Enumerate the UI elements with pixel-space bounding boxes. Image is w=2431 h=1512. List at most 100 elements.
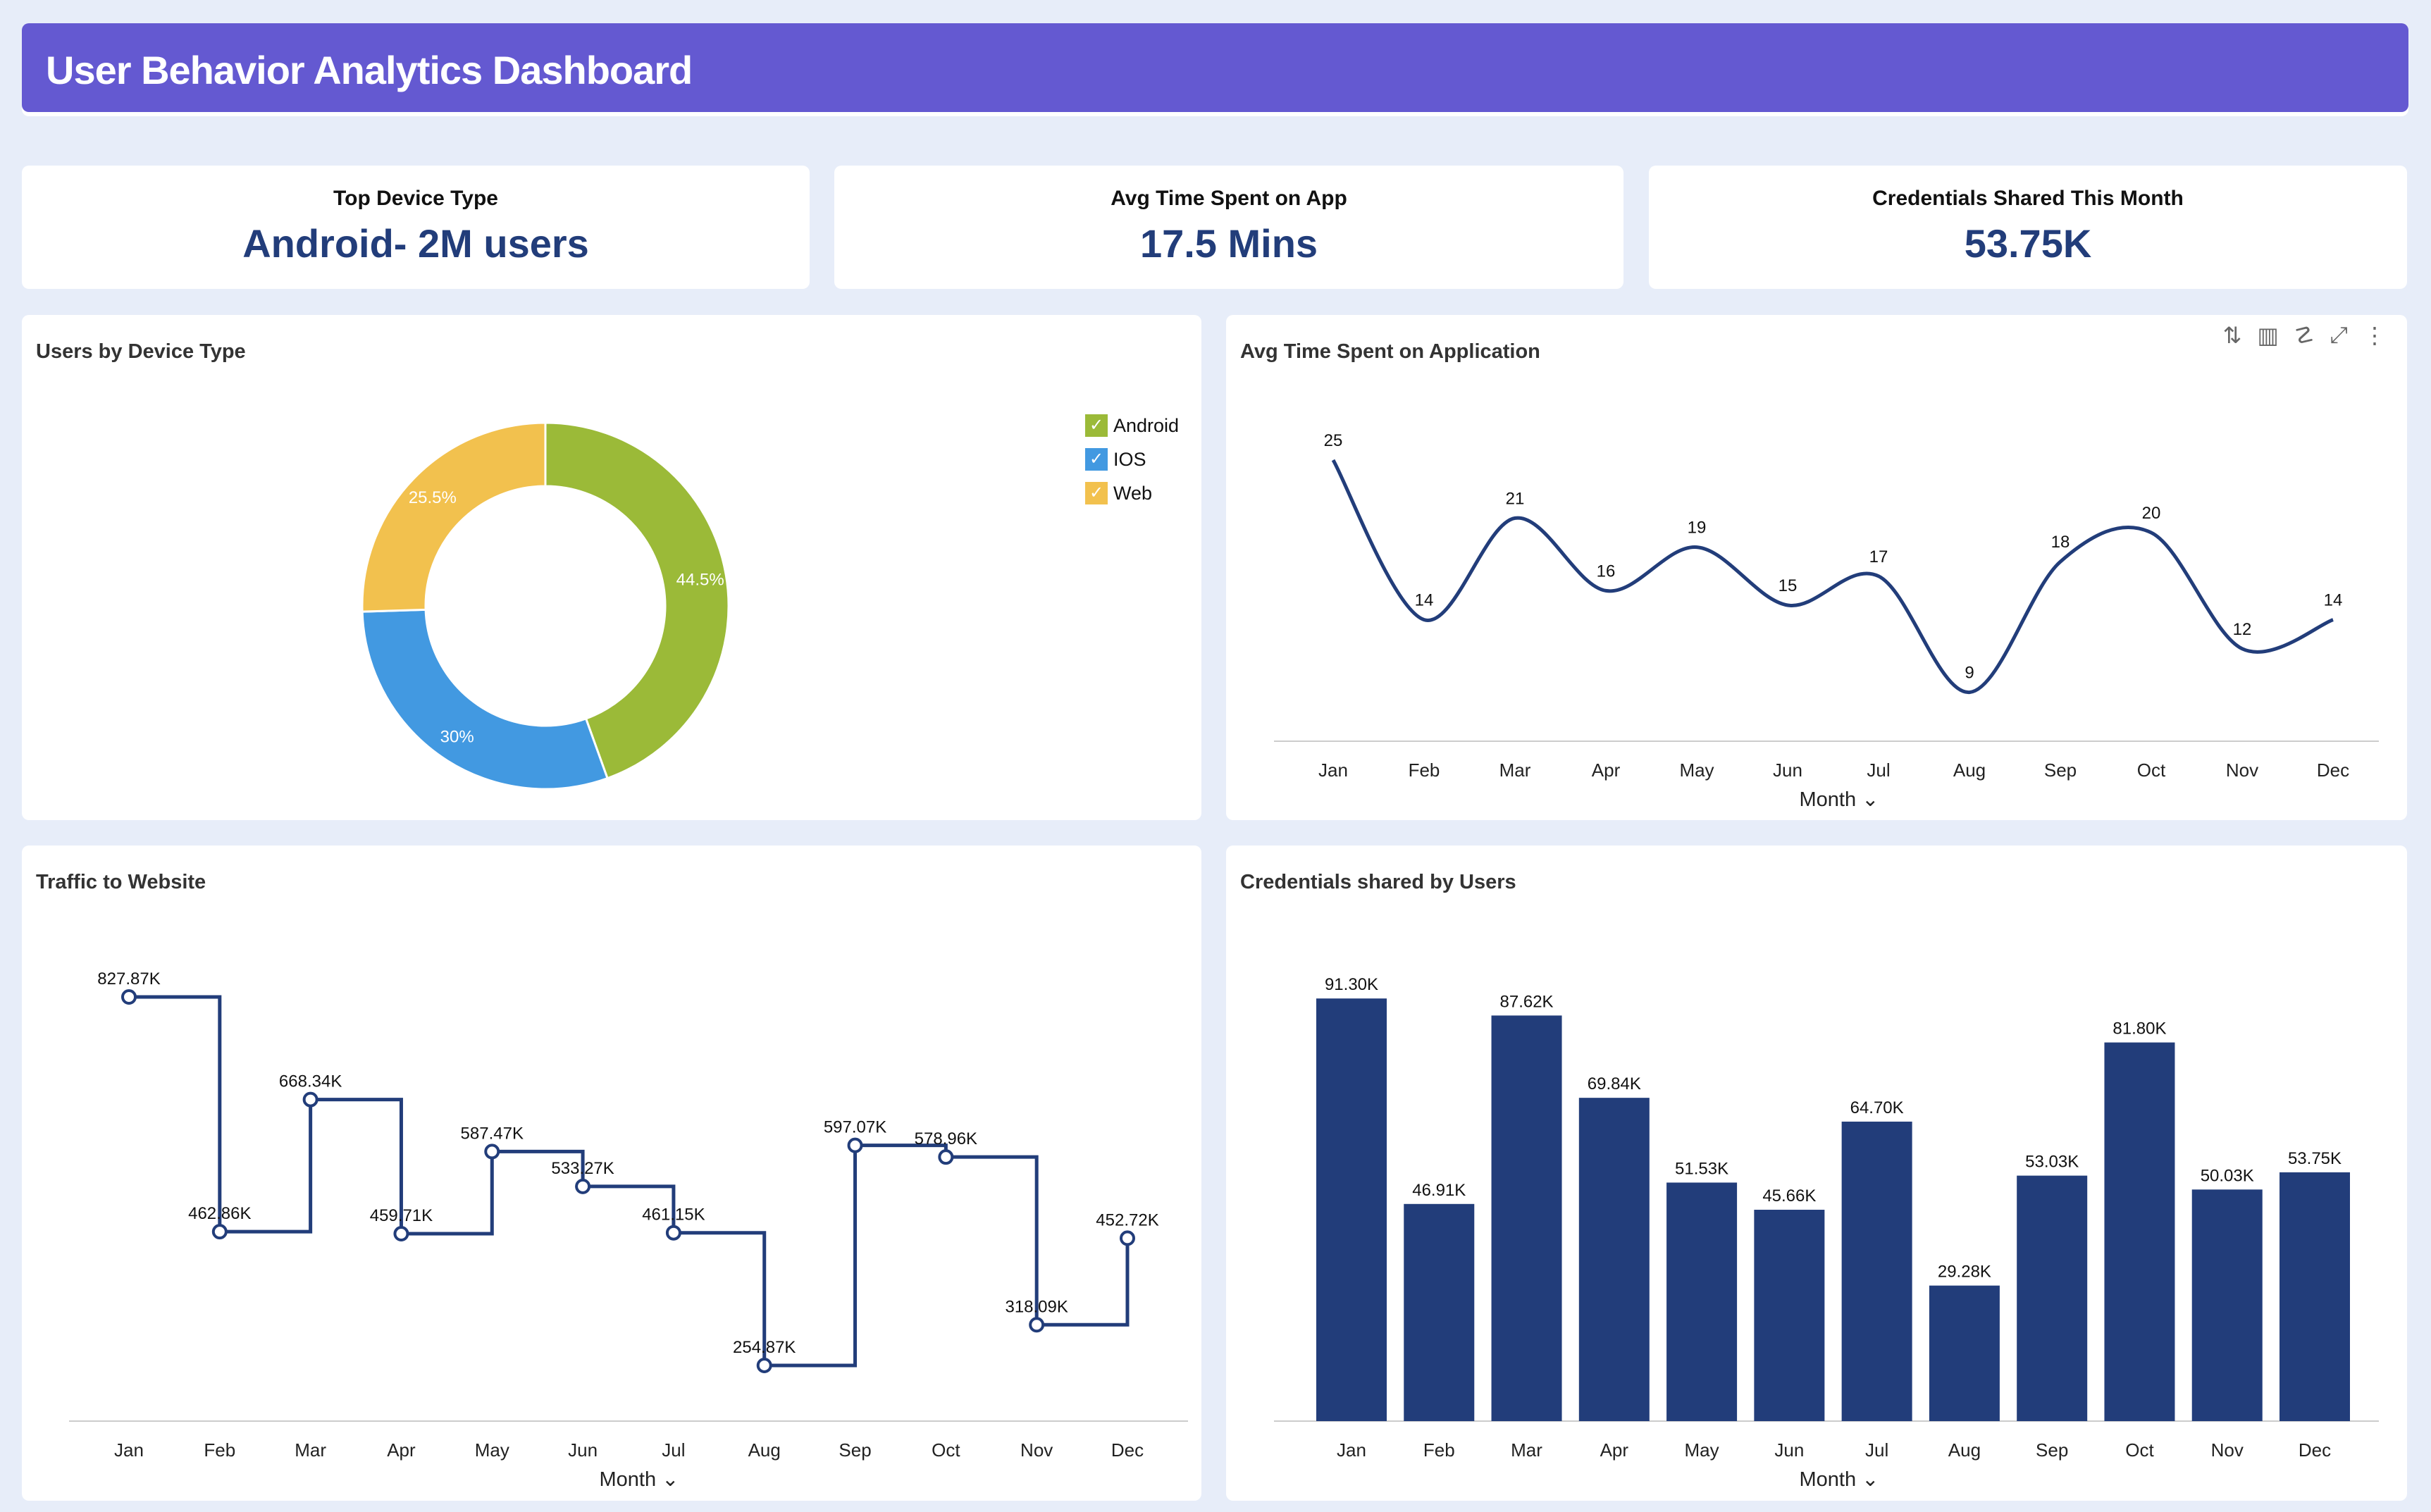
traffic-step-line xyxy=(129,995,1130,1368)
data-label: 533.27K xyxy=(551,1159,614,1178)
donut-slice-android xyxy=(544,421,730,780)
kpi-label: Avg Time Spent on App xyxy=(1111,187,1347,210)
data-label: 578.96K xyxy=(915,1129,977,1148)
x-tick-label: Mar xyxy=(295,1439,326,1461)
kpi-card-credentials: Credentials Shared This Month 53.75K xyxy=(1649,166,2407,289)
data-label: 461.15K xyxy=(642,1206,705,1225)
dashboard-title: User Behavior Analytics Dashboard xyxy=(46,48,693,92)
data-label: 45.66K xyxy=(1762,1186,1816,1206)
x-axis-title[interactable]: Month ⌄ xyxy=(600,1468,679,1491)
bar-feb xyxy=(1404,1203,1475,1421)
x-tick-label: Nov xyxy=(1020,1439,1053,1461)
data-label: 17 xyxy=(1869,547,1888,566)
time-series-line xyxy=(1331,459,2334,695)
data-label: 20 xyxy=(2142,504,2161,523)
x-tick-label: Dec xyxy=(2299,1439,2331,1461)
data-label: 25 xyxy=(1324,431,1343,450)
x-tick-label: Jun xyxy=(1774,1439,1804,1461)
x-tick-label: Sep xyxy=(2036,1439,2068,1461)
x-tick-label: Aug xyxy=(1948,1439,1981,1461)
bar-dec xyxy=(2280,1172,2350,1421)
bar-chart-icon[interactable]: ▥ xyxy=(2257,323,2279,348)
data-point xyxy=(211,1224,228,1240)
checkbox-icon[interactable]: ✓ xyxy=(1085,414,1108,437)
x-tick-label: Oct xyxy=(932,1439,960,1461)
data-label: 64.70K xyxy=(1850,1098,1904,1117)
slice-label: 25.5% xyxy=(409,488,457,507)
data-label: 53.75K xyxy=(2288,1149,2342,1168)
data-label: 53.03K xyxy=(2025,1153,2079,1172)
x-tick-label: Apr xyxy=(1592,760,1621,781)
donut-slice-web xyxy=(361,421,547,613)
data-label: 318.09K xyxy=(1005,1297,1068,1316)
bar-sep xyxy=(2017,1175,2088,1421)
data-label: 16 xyxy=(1597,562,1616,581)
x-tick-label: Feb xyxy=(1409,760,1440,781)
legend-label: IOS xyxy=(1113,448,1146,470)
data-label: 51.53K xyxy=(1675,1159,1728,1178)
data-label: 587.47K xyxy=(461,1124,524,1143)
x-tick-label: Jul xyxy=(1867,760,1890,781)
bar-may xyxy=(1666,1182,1738,1421)
data-point xyxy=(665,1225,681,1241)
more-icon[interactable]: ⋮ xyxy=(2363,323,2386,348)
bar-jan xyxy=(1316,998,1387,1421)
data-label: 29.28K xyxy=(1938,1263,1991,1282)
legend-item-ios[interactable]: ✓ IOS xyxy=(1085,442,1179,476)
x-tick-label: Jan xyxy=(114,1439,144,1461)
data-point xyxy=(1029,1317,1045,1333)
legend-item-android[interactable]: ✓ Android xyxy=(1085,409,1179,442)
data-label: 50.03K xyxy=(2201,1166,2254,1185)
data-point xyxy=(484,1144,500,1160)
x-tick-label: Sep xyxy=(839,1439,871,1461)
donut-slice-ios xyxy=(361,608,609,791)
x-tick-label: Oct xyxy=(2137,760,2166,781)
data-label: 21 xyxy=(1506,489,1525,508)
data-point xyxy=(756,1357,772,1373)
sort-icon[interactable]: ⇅ xyxy=(2222,323,2242,348)
data-point xyxy=(847,1137,863,1153)
data-label: 18 xyxy=(2051,533,2070,552)
x-tick-label: Apr xyxy=(1600,1439,1629,1461)
checkbox-icon[interactable]: ✓ xyxy=(1085,448,1108,471)
bar-aug xyxy=(1929,1285,2000,1421)
legend-item-web[interactable]: ✓ Web xyxy=(1085,476,1179,510)
x-tick-label: Feb xyxy=(204,1439,235,1461)
slice-label: 30% xyxy=(440,727,474,746)
x-tick-label: Sep xyxy=(2044,760,2077,781)
data-label: 9 xyxy=(1965,664,1974,683)
x-tick-label: Aug xyxy=(1953,760,1986,781)
x-tick-label: May xyxy=(1685,1439,1719,1461)
data-label: 459.71K xyxy=(370,1206,433,1225)
bar-oct xyxy=(2104,1042,2175,1421)
data-label: 254.87K xyxy=(733,1338,796,1357)
bar-apr xyxy=(1578,1098,1650,1421)
x-tick-label: Mar xyxy=(1499,760,1531,781)
data-point xyxy=(938,1149,954,1165)
data-label: 91.30K xyxy=(1325,975,1378,994)
x-tick-label: May xyxy=(475,1439,509,1461)
data-label: 12 xyxy=(2233,620,2252,639)
kpi-value: 53.75K xyxy=(1964,221,2092,266)
data-label: 14 xyxy=(1415,591,1434,610)
x-axis-title[interactable]: Month ⌄ xyxy=(1800,788,1879,811)
data-label: 14 xyxy=(2324,591,2343,610)
data-point xyxy=(393,1226,409,1242)
x-tick-label: Jul xyxy=(1865,1439,1888,1461)
data-label: 19 xyxy=(1688,519,1707,538)
checkbox-icon[interactable]: ✓ xyxy=(1085,482,1108,504)
x-tick-label: Jan xyxy=(1318,760,1348,781)
x-tick-label: Mar xyxy=(1511,1439,1542,1461)
x-axis-title[interactable]: Month ⌄ xyxy=(1800,1468,1879,1491)
x-tick-label: May xyxy=(1679,760,1714,781)
panel-title: Avg Time Spent on Application xyxy=(1240,340,1540,363)
x-tick-label: Jun xyxy=(568,1439,598,1461)
device-legend: ✓ Android ✓ IOS ✓ Web xyxy=(1085,409,1179,510)
expand-icon[interactable]: ⤢ xyxy=(2330,322,2348,347)
bar-mar xyxy=(1491,1015,1562,1421)
x-tick-label: Nov xyxy=(2226,760,2258,781)
x-tick-label: Jan xyxy=(1337,1439,1366,1461)
x-tick-label: Dec xyxy=(1111,1439,1144,1461)
zia-icon[interactable]: ☡ xyxy=(2294,323,2315,348)
